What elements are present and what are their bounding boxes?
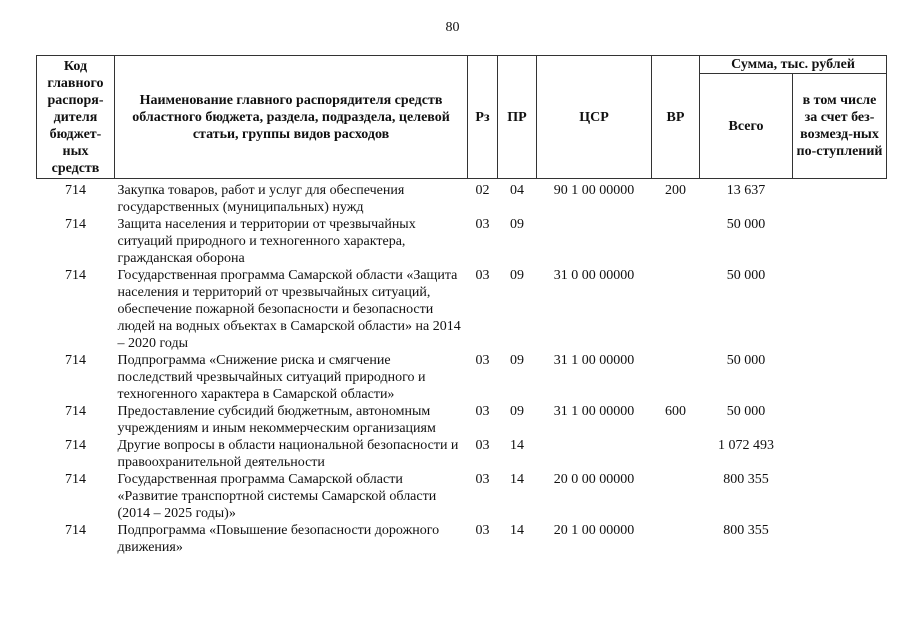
cell-csr: 20 1 00 00000: [553, 523, 635, 538]
cell-pr: 14: [510, 438, 524, 453]
cell-name: Другие вопросы в области национальной бе…: [117, 438, 459, 470]
table-row: 714 Другие вопросы в области национальной…: [37, 437, 887, 471]
cell-total: 1 072 493: [718, 438, 774, 453]
cell-rz: 03: [475, 353, 490, 368]
cell-incl: [793, 522, 887, 556]
table-row: 714 Подпрограмма «Повышение безопасности …: [37, 522, 887, 556]
cell-name: Государственная программа Самарской обла…: [117, 268, 461, 351]
cell-total: 800 355: [723, 472, 769, 487]
cell-incl: [793, 352, 887, 403]
header-csr: ЦСР: [536, 55, 652, 179]
cell-csr: 31 1 00 00000: [553, 353, 635, 368]
cell-name: Закупка товаров, работ и услуг для обесп…: [117, 183, 405, 215]
cell-rz: 03: [475, 217, 490, 232]
header-incl: в том числе за счет без-возмезд-ных по-с…: [792, 73, 887, 179]
header-vr: ВР: [651, 55, 700, 179]
cell-code: 714: [65, 183, 86, 198]
cell-name: Подпрограмма «Повышение безопасности дор…: [117, 523, 440, 555]
cell-csr: 31 1 00 00000: [553, 404, 635, 419]
cell-rz: 03: [475, 268, 490, 283]
cell-code: 714: [65, 472, 86, 487]
header-sum: Сумма, тыс. рублей: [699, 55, 887, 74]
cell-total: 50 000: [726, 217, 766, 232]
cell-code: 714: [65, 523, 86, 538]
cell-total: 50 000: [726, 268, 766, 283]
cell-incl: [793, 179, 887, 217]
table-row: 714 Закупка товаров, работ и услуг для об…: [37, 179, 887, 217]
cell-rz: 02: [475, 183, 490, 198]
cell-vr: [652, 437, 700, 471]
cell-vr: [652, 216, 700, 267]
cell-pr: 14: [510, 472, 524, 487]
table-row: 714 Государственная программа Самарской о…: [37, 471, 887, 522]
cell-name: Подпрограмма «Снижение риска и смягчение…: [117, 353, 426, 402]
header-pr: ПР: [497, 55, 537, 179]
cell-name: Государственная программа Самарской обла…: [117, 472, 437, 521]
cell-csr: [537, 216, 652, 267]
cell-code: 714: [65, 404, 86, 419]
page-number: 80: [445, 20, 460, 35]
cell-total: 13 637: [726, 183, 766, 198]
cell-incl: [793, 403, 887, 437]
cell-total: 50 000: [726, 353, 766, 368]
cell-pr: 09: [510, 217, 524, 232]
cell-name: Защита населения и территории от чрезвыч…: [117, 217, 416, 266]
cell-rz: 03: [475, 404, 490, 419]
cell-csr: 20 0 00 00000: [553, 472, 635, 487]
header-rz: Рз: [467, 55, 498, 179]
header-total: Всего: [699, 73, 793, 179]
cell-name: Предоставление субсидий бюджетным, автон…: [117, 404, 436, 436]
cell-code: 714: [65, 438, 86, 453]
cell-total: 50 000: [726, 404, 766, 419]
table-row: 714 Государственная программа Самарской о…: [37, 267, 887, 352]
cell-vr: [652, 471, 700, 522]
cell-code: 714: [65, 268, 86, 283]
cell-pr: 04: [510, 183, 524, 198]
cell-csr: [537, 437, 652, 471]
cell-pr: 14: [510, 523, 524, 538]
cell-incl: [793, 267, 887, 352]
header-code: Код главного распоря-дителя бюджет-ных с…: [36, 55, 115, 179]
cell-incl: [793, 471, 887, 522]
cell-pr: 09: [510, 353, 524, 368]
cell-vr: 600: [665, 404, 686, 419]
cell-vr: 200: [665, 183, 686, 198]
cell-incl: [793, 437, 887, 471]
cell-code: 714: [65, 217, 86, 232]
budget-table: Код главного распоря-дителя бюджет-ных с…: [36, 55, 887, 556]
cell-csr: 90 1 00 00000: [553, 183, 635, 198]
cell-rz: 03: [475, 523, 490, 538]
cell-pr: 09: [510, 404, 524, 419]
table-row: 714 Предоставление субсидий бюджетным, ав…: [37, 403, 887, 437]
cell-vr: [652, 352, 700, 403]
cell-rz: 03: [475, 438, 490, 453]
table-row: 714 Подпрограмма «Снижение риска и смягче…: [37, 352, 887, 403]
cell-pr: 09: [510, 268, 524, 283]
cell-vr: [652, 267, 700, 352]
header-name: Наименование главного распорядителя сред…: [114, 55, 468, 179]
cell-code: 714: [65, 353, 86, 368]
table-row: 714 Защита населения и территории от чрез…: [37, 216, 887, 267]
cell-vr: [652, 522, 700, 556]
cell-rz: 03: [475, 472, 490, 487]
cell-csr: 31 0 00 00000: [553, 268, 635, 283]
cell-total: 800 355: [723, 523, 769, 538]
cell-incl: [793, 216, 887, 267]
